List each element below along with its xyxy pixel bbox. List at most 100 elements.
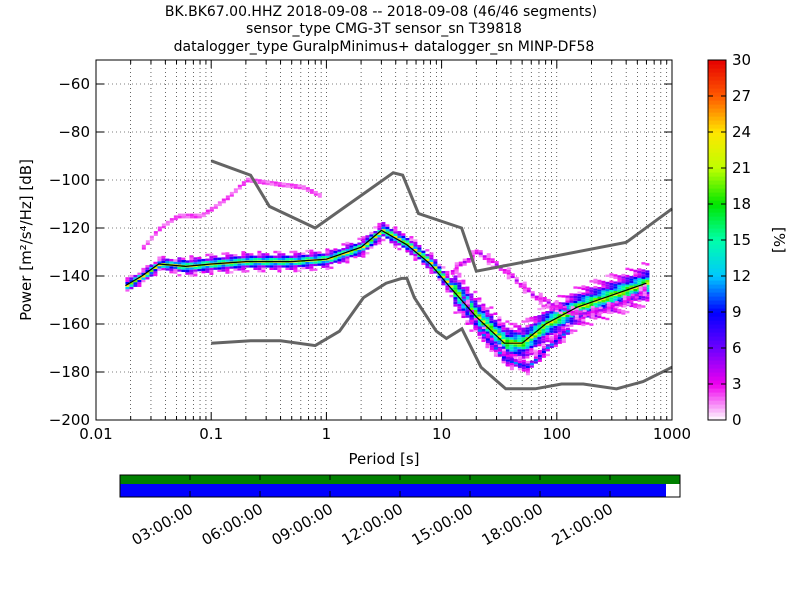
colorbar-cell [708,352,726,357]
psd-cell-median [645,287,650,290]
psd-cell-median [213,260,218,263]
psd-cell-median [429,266,434,270]
psd-cell-median [297,257,302,261]
psd-cell-median [561,321,566,324]
colorbar-cell [708,368,726,373]
psd-cell-lower [561,335,566,339]
psd-cell-median [457,282,462,285]
psd-cell-lower [489,345,494,348]
psd-cell-median [501,344,506,347]
psd-cell-lower [501,353,506,357]
psd-cell-median [449,294,454,298]
psd-cell-median [289,262,294,266]
psd-cell-median [157,258,162,262]
psd-cell-median [401,233,406,236]
psd-cell-upper [233,190,238,194]
psd-cell-median [589,304,594,307]
psd-cell-median [621,278,626,282]
psd-cell-median [549,337,554,340]
psd-cell-median [345,249,350,252]
psd-cell-median [477,297,482,300]
psd-cell-median [465,296,470,299]
psd-cell-upper [201,212,206,215]
psd-cell-median [277,270,282,273]
psd-cell-scatter [578,312,583,316]
psd-cell-upper [189,213,194,216]
psd-cell-median [505,344,510,347]
psd-cell-median [413,256,418,259]
psd-cell-median [429,257,434,260]
psd-cell-median [385,226,390,230]
psd-cell-median [533,339,538,343]
psd-cell-median [293,265,298,268]
psd-cell-median [345,256,350,259]
psd-cell-median [533,320,538,324]
psd-cell-upper [273,183,278,187]
psd-cell-median [545,337,550,340]
psd-cell-lower [485,343,490,346]
psd-cell-scatter [534,295,539,299]
psd-cell-median [161,265,166,268]
psd-cell-median [421,250,426,254]
psd-cell-median [321,260,326,264]
psd-cell-median [525,353,530,357]
psd-cell-median [521,349,526,352]
psd-cell-median [565,314,570,318]
psd-cell-scatter [494,261,499,264]
psd-cell-median [561,311,566,315]
psd-cell-scatter [642,293,647,297]
psd-cell-lower [557,334,562,337]
psd-cell-median [513,346,518,350]
colorbar-cell [708,320,726,325]
psd-cell-median [233,268,238,271]
psd-cell-scatter [534,298,539,301]
psd-cell-upper [169,218,174,221]
psd-cell-scatter [570,306,575,309]
psd-cell-scatter [494,263,499,266]
psd-cell-median [453,304,458,307]
psd-cell-median [229,256,234,260]
psd-cell-median [377,239,382,243]
psd-cell-median [413,258,418,261]
psd-cell-median [265,262,270,266]
psd-cell-lower [477,336,482,339]
psd-cell-median [233,254,238,257]
colorbar-tick-label: 9 [732,303,742,321]
psd-cell-median [453,297,458,300]
psd-cell-median [177,262,182,265]
psd-cell-median [541,333,546,336]
psd-cell-upper [229,191,234,195]
psd-cell-median [329,254,334,257]
psd-cell-median [489,327,494,331]
psd-cell-median [413,239,418,242]
psd-cell-median [513,354,518,357]
psd-cell-scatter [642,289,647,292]
psd-cell-median [625,284,630,287]
psd-cell-median [645,275,650,278]
psd-cell-median [633,291,638,294]
psd-cell-upper [209,206,214,210]
colorbar-cell [708,152,726,157]
psd-cell-median [509,354,514,357]
psd-cell-median [285,258,290,261]
psd-cell-lower [505,361,510,365]
psd-cell-scatter [462,263,467,266]
psd-cell-median [557,314,562,317]
psd-cell-median [489,332,494,336]
median-psd-line [125,229,647,344]
psd-cell-median [569,319,574,323]
psd-cell-median [537,324,542,328]
psd-cell-median [617,289,622,293]
colorbar-cell [708,120,726,125]
psd-cell-upper [253,178,258,182]
psd-cell-median [613,291,618,294]
psd-cell-median [297,262,302,265]
psd-cell-median [517,349,522,352]
colorbar-cell [708,276,726,281]
psd-cell-scatter [562,305,567,309]
psd-cell-scatter [574,312,579,315]
psd-cell-scatter [630,293,635,297]
psd-cell-median [517,354,522,357]
psd-cell-median [189,267,194,270]
